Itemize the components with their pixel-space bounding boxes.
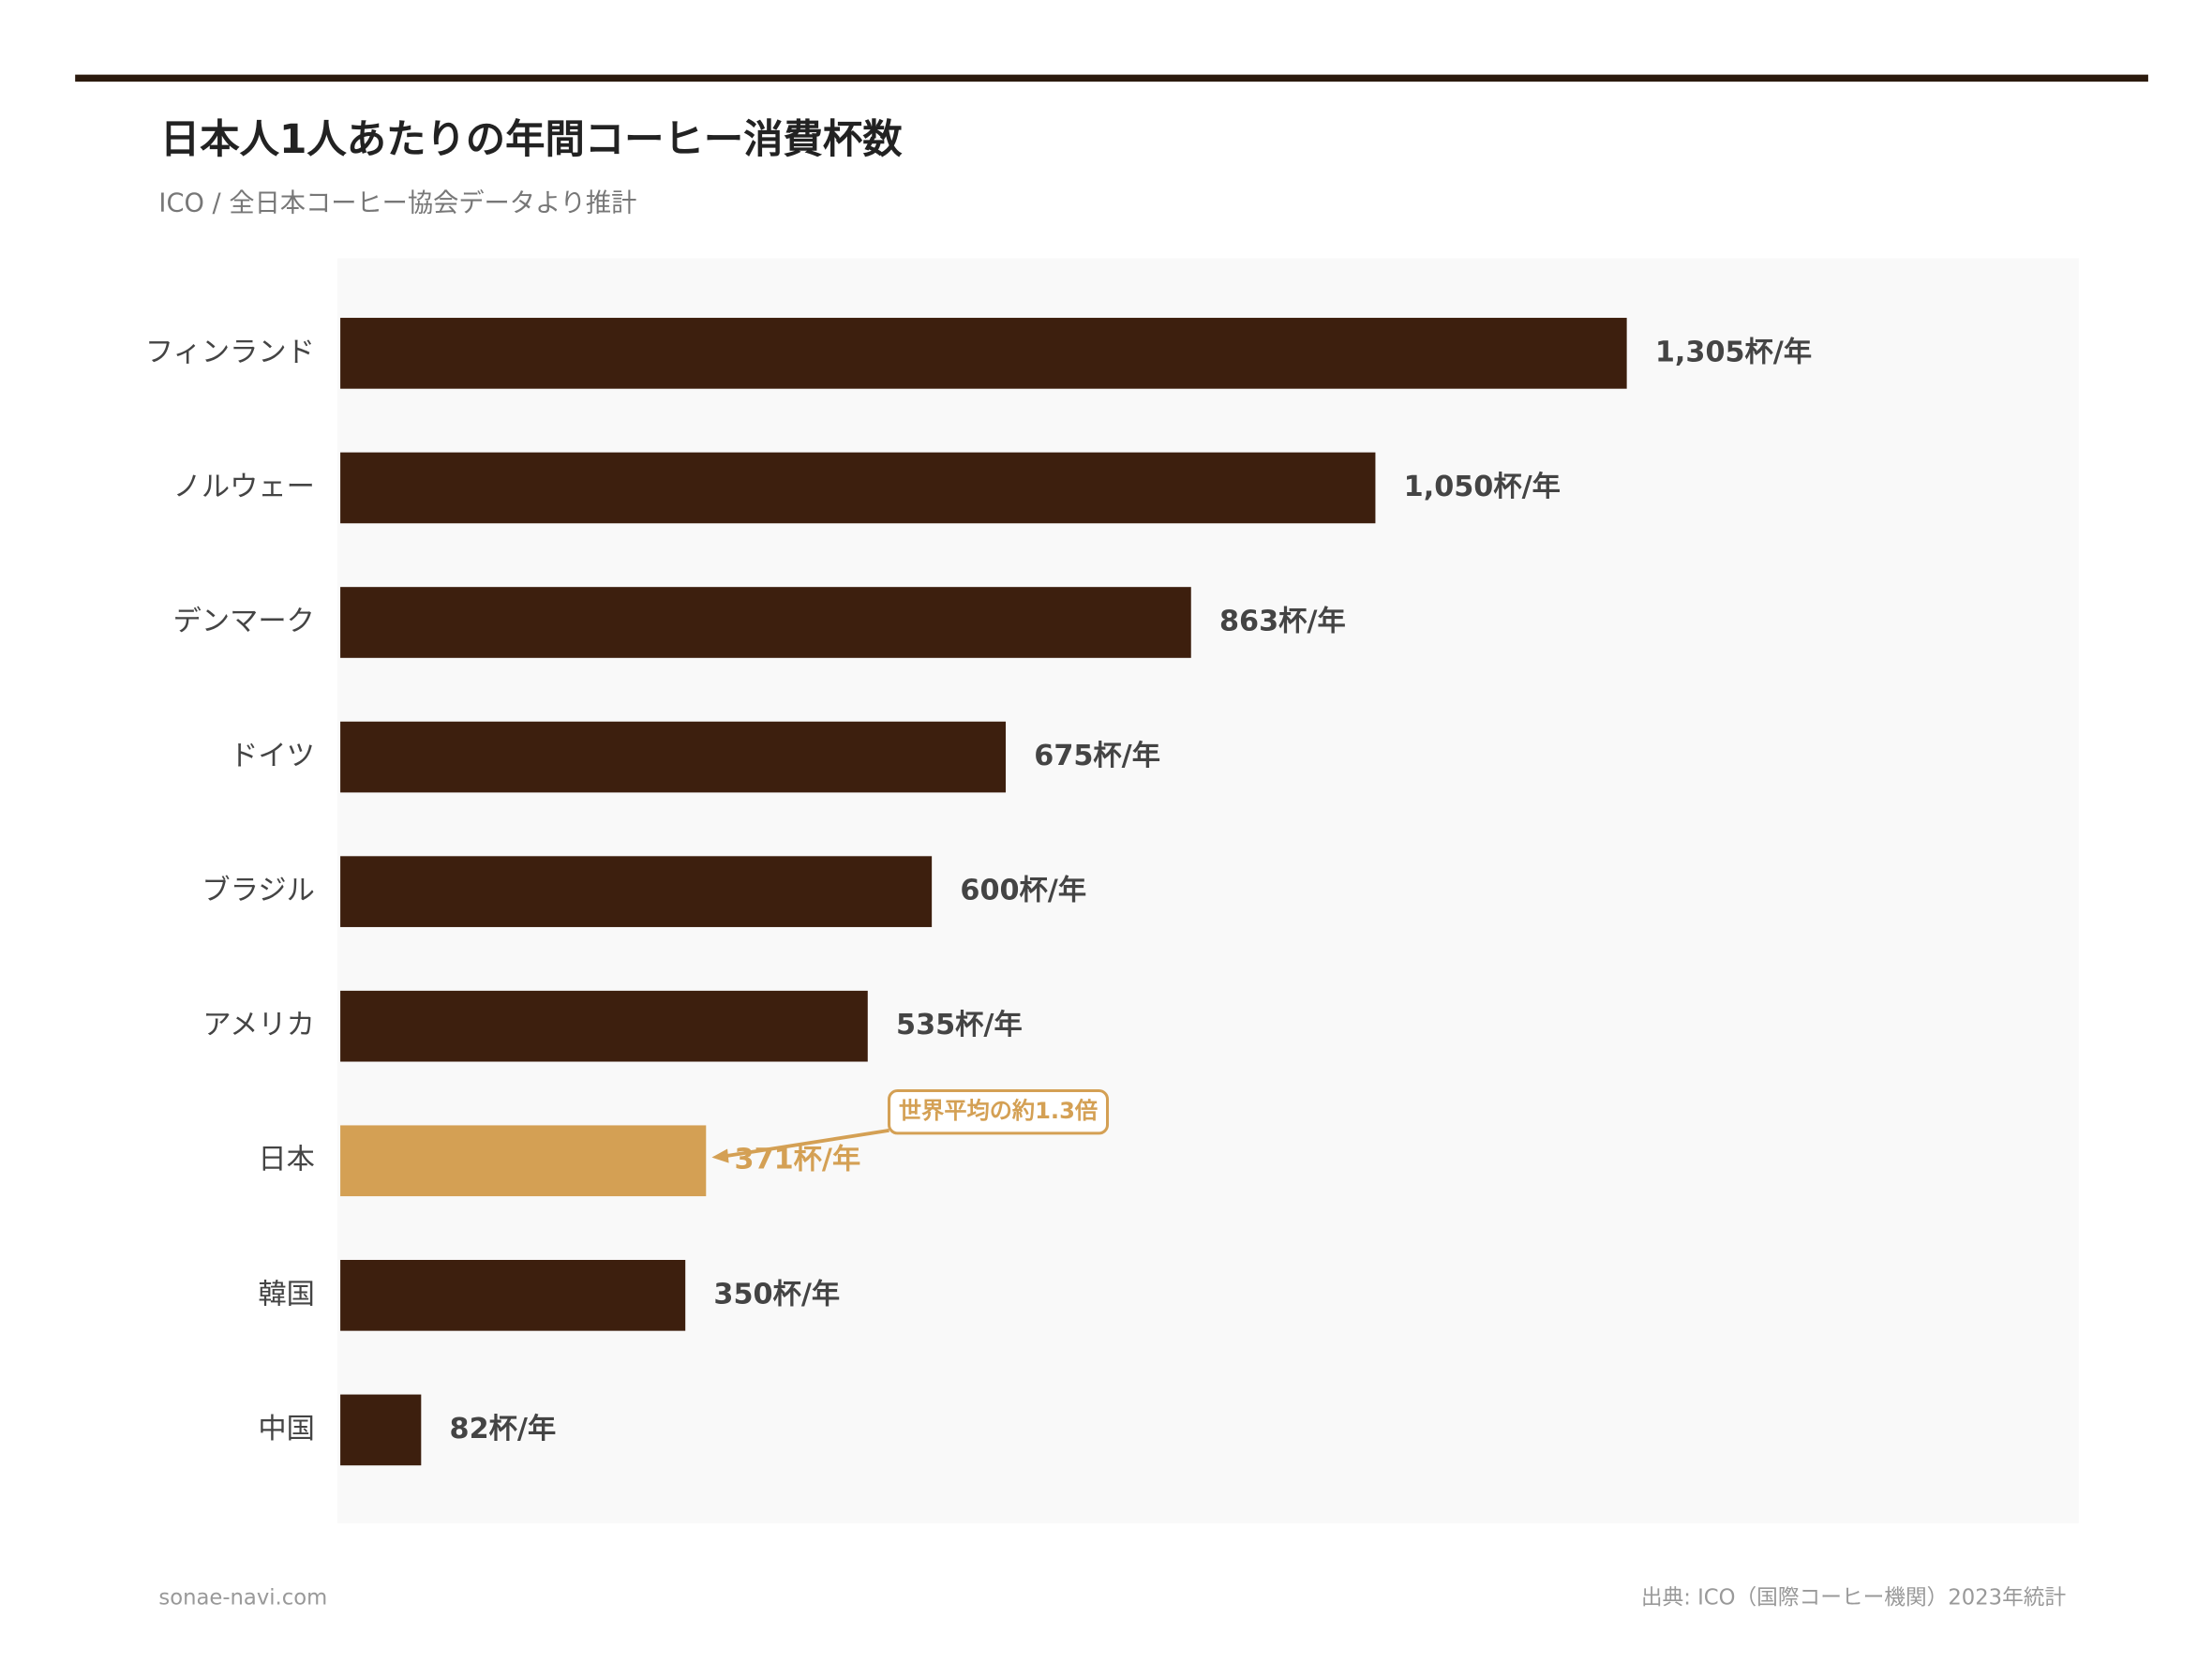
bar [340,1394,422,1466]
category-label: デンマーク [173,605,315,637]
annotation-arrowhead [711,1148,729,1163]
category-label: 中国 [258,1413,315,1446]
value-label: 1,050杯/年 [1404,471,1561,503]
bar [340,1125,707,1197]
annotation-arrow [725,1129,889,1158]
value-label: 371杯/年 [735,1144,861,1176]
annotation-text: 世界平均の約1.3倍 [899,1098,1098,1124]
value-label: 82杯/年 [450,1413,557,1446]
category-label: ドイツ [230,740,315,772]
bar [340,1260,686,1331]
value-label: 600杯/年 [960,875,1086,907]
category-label: フィンランド [145,336,315,368]
bar [340,721,1007,793]
bar [340,587,1191,658]
annotation: 世界平均の約1.3倍 [711,1089,1110,1163]
bar [340,318,1627,389]
value-label: 1,305杯/年 [1655,336,1812,368]
category-label: 日本 [258,1144,315,1176]
bar [340,856,933,927]
category-label: 韓国 [258,1278,315,1311]
bar [340,452,1376,524]
bar [340,990,868,1062]
value-label: 535杯/年 [896,1009,1023,1041]
value-label: 350杯/年 [713,1278,840,1311]
value-label: 675杯/年 [1034,740,1160,772]
site-name: sonae-navi.com [158,1586,327,1611]
chart-subtitle: ICO / 全日本コーヒー協会データより推計 [158,189,636,218]
category-label: アメリカ [202,1009,315,1041]
category-label: ノルウェー [173,471,315,503]
annotation-box [888,1089,1110,1135]
chart-title: 日本人1人あたりの年間コーヒー消費杯数 [160,116,903,162]
source-note: 出典: ICO（国際コーヒー機関）2023年統計 [1641,1586,2067,1611]
value-label: 863杯/年 [1219,605,1346,637]
category-label: ブラジル [202,875,314,907]
